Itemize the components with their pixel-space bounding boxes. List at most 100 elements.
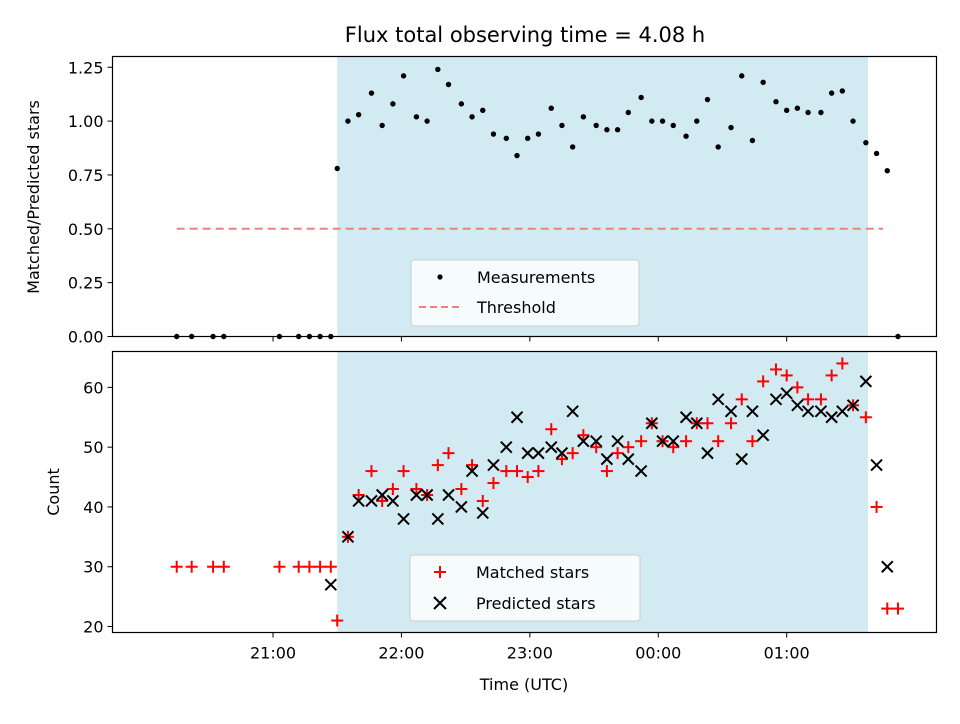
matched-star-point	[511, 465, 524, 478]
matched-star-point	[532, 465, 545, 478]
measurements-series	[174, 66, 901, 340]
measurement-point	[334, 165, 340, 172]
predicted-star-point	[410, 488, 423, 502]
matched-star-point	[725, 417, 738, 430]
predicted-star-point	[532, 446, 545, 460]
measurement-point	[818, 109, 824, 116]
bottom-axes-frame	[111, 350, 938, 634]
predicted-star-point	[600, 452, 614, 466]
bottom-y-axis: 20 30 40 50 60	[83, 378, 113, 637]
predicted-star-point	[780, 387, 793, 400]
measurement-point	[368, 90, 375, 96]
predicted-star-point	[679, 411, 693, 424]
predicted-star-point	[611, 434, 624, 448]
matched-star-point	[635, 435, 648, 448]
y-tick-label: 30	[83, 558, 103, 577]
matched-star-point	[207, 560, 220, 573]
predicted-star-point	[365, 494, 378, 508]
predicted-star-point	[769, 393, 783, 406]
measurement-point	[490, 131, 497, 137]
matched-star-point	[352, 488, 365, 501]
matched-star-point	[701, 417, 714, 430]
matched-star-point	[577, 429, 590, 442]
top-legend: Measurements Threshold	[410, 259, 640, 327]
top-y-axis-label: Matched/Predicted stars	[24, 100, 43, 294]
x-tick-label: 21:00	[250, 644, 296, 663]
matched-star-point	[455, 483, 468, 496]
predicted-star-point	[397, 512, 410, 526]
measurement-point	[773, 99, 779, 105]
predicted-star-point	[701, 446, 714, 460]
legend-measurements-marker	[437, 274, 443, 280]
measurement-point	[424, 118, 430, 124]
predicted-star-point	[825, 411, 838, 424]
predicted-star-point	[711, 393, 725, 406]
measurement-point	[625, 109, 632, 116]
measurement-point	[828, 90, 835, 96]
bottom-y-axis-label: Count	[44, 468, 63, 516]
matched-star-point	[891, 602, 904, 615]
legend-threshold-label: Threshold	[476, 298, 556, 317]
matched-star-point	[622, 441, 635, 454]
y-tick-label: 0.25	[68, 274, 104, 293]
matched-star-point	[487, 477, 500, 490]
measurement-point	[839, 88, 846, 94]
matched-star-point	[466, 459, 479, 472]
y-tick-label: 50	[83, 438, 103, 457]
predicted-star-point	[836, 405, 849, 418]
measurement-point	[413, 114, 420, 120]
measurement-point	[683, 133, 689, 139]
x-axis-label: Time (UTC)	[479, 675, 568, 694]
measurement-point	[649, 118, 655, 124]
measurement-point	[548, 105, 554, 111]
y-tick-label: 0.75	[68, 166, 104, 185]
predicted-star-point	[881, 560, 894, 573]
bottom-x-axis: 21:00 22:00 23:00 00:00 01:00	[250, 632, 810, 663]
predicted-star-point	[375, 488, 389, 502]
legend-measurements-label: Measurements	[477, 268, 595, 287]
predicted-star-point	[801, 405, 815, 418]
matched-star-point	[555, 453, 568, 466]
predicted-star-point	[476, 506, 489, 520]
matched-star-point	[791, 381, 804, 394]
measurement-point	[514, 152, 520, 159]
matched-star-point	[667, 441, 680, 454]
predicted-star-point	[656, 434, 669, 448]
measurement-point	[659, 118, 666, 124]
top-legend-box	[410, 259, 640, 327]
measurement-point	[805, 109, 811, 116]
matched-star-point	[780, 369, 793, 382]
predicted-star-point	[814, 405, 828, 418]
matched-star-point	[170, 560, 183, 573]
measurement-point	[694, 118, 700, 124]
matched-star-point	[836, 357, 849, 370]
bottom-legend-box	[409, 554, 641, 622]
x-tick-label: 22:00	[378, 644, 424, 663]
predicted-star-point	[442, 488, 455, 502]
measurement-point	[850, 118, 856, 124]
measurement-point	[863, 139, 869, 146]
matched-star-point	[769, 363, 782, 376]
measurement-point	[559, 122, 565, 129]
matched-star-point	[859, 411, 872, 424]
y-tick-label: 0.50	[68, 220, 104, 239]
top-y-axis: 0.00 0.25 0.50 0.75 1.00 1.25	[68, 58, 113, 347]
predicted-star-point	[352, 494, 365, 508]
predicted-star-point	[690, 417, 703, 430]
predicted-star-point	[622, 452, 635, 466]
legend-predicted-marker	[433, 596, 447, 610]
measurement-point	[345, 118, 351, 124]
predicted-star-point	[431, 512, 445, 526]
predicted-star-point	[870, 458, 883, 472]
matched-star-point	[712, 435, 725, 448]
y-tick-label: 1.25	[68, 58, 104, 77]
matched-star-point	[600, 465, 613, 478]
matched-star-point	[365, 465, 378, 478]
measurement-point	[739, 73, 745, 79]
measurement-point	[728, 124, 734, 131]
matched-star-point	[500, 465, 513, 478]
measurement-point	[760, 79, 766, 86]
matched-star-point	[545, 423, 558, 436]
x-tick-label: 01:00	[764, 644, 810, 663]
measurement-point	[445, 81, 452, 88]
